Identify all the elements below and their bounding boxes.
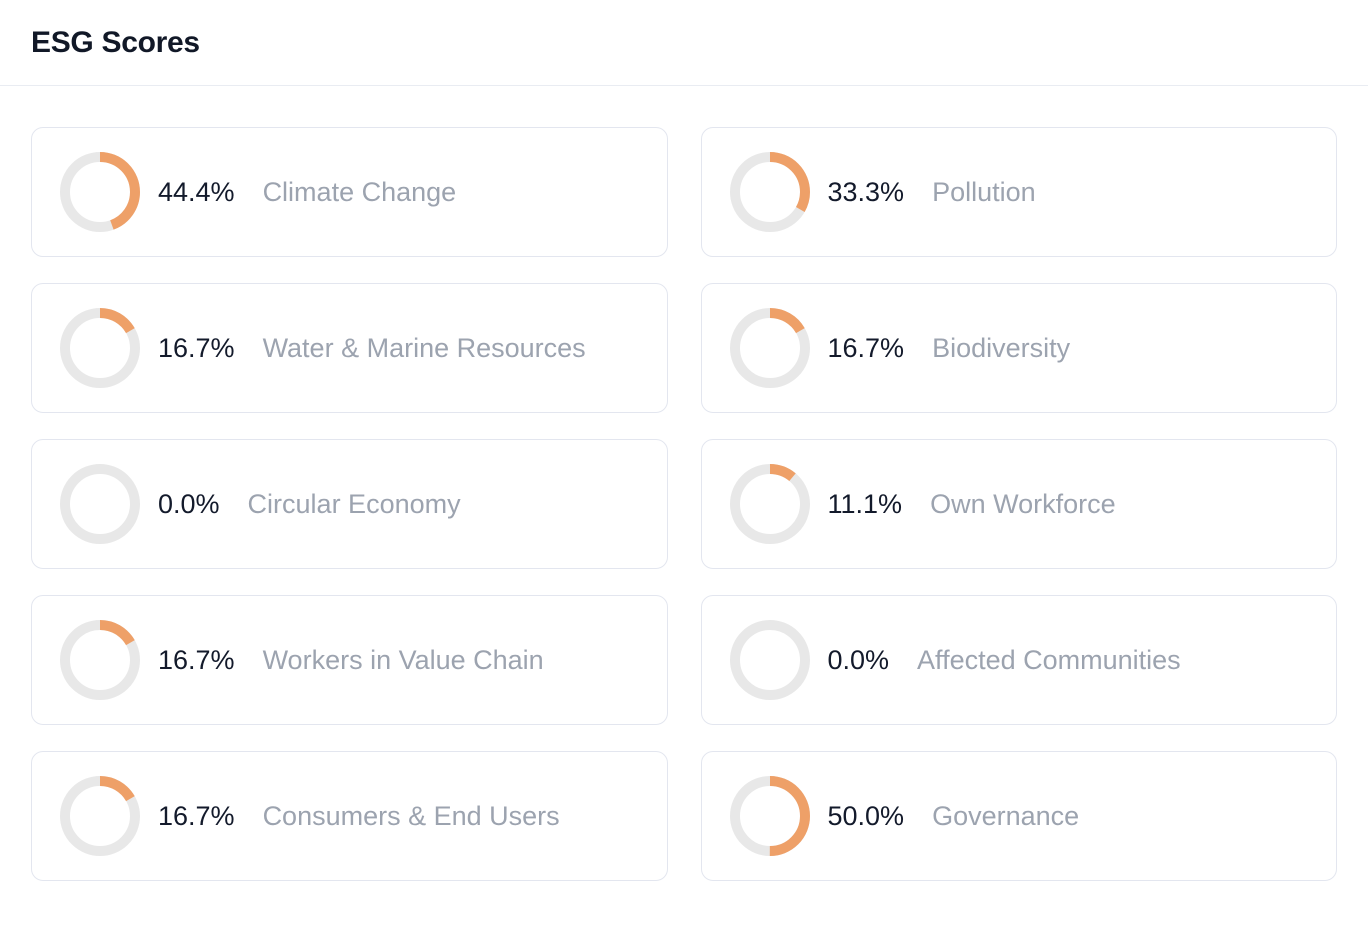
donut-chart-icon xyxy=(60,776,140,856)
score-percent: 16.7% xyxy=(158,800,235,831)
score-percent: 16.7% xyxy=(158,644,235,675)
score-percent: 50.0% xyxy=(827,800,905,831)
score-label: Affected Communities xyxy=(917,644,1181,675)
donut-chart-icon xyxy=(729,152,810,232)
donut-chart-icon xyxy=(729,308,810,388)
score-ring-track xyxy=(60,464,140,544)
score-label: Own Workforce xyxy=(930,488,1116,519)
donut-chart-icon xyxy=(729,620,810,700)
score-card: 16.7% Water & Marine Resources xyxy=(31,283,668,413)
score-arc xyxy=(60,152,140,232)
cards-grid: 44.4% Climate Change 33.3% Pollution 16.… xyxy=(31,127,1337,881)
donut-chart-icon xyxy=(60,308,140,388)
score-card: 11.1% Own Workforce xyxy=(700,439,1337,569)
score-arc xyxy=(729,308,810,388)
score-label: Circular Economy xyxy=(247,488,461,519)
score-card: 16.7% Biodiversity xyxy=(700,283,1337,413)
page-header: ESG Scores xyxy=(0,0,1368,86)
score-card: 44.4% Climate Change xyxy=(31,127,668,257)
score-arc xyxy=(60,308,140,388)
score-label: Pollution xyxy=(932,176,1036,207)
score-percent: 44.4% xyxy=(158,176,235,207)
score-label: Consumers & End Users xyxy=(262,800,560,831)
donut-chart-icon xyxy=(60,620,140,700)
donut-chart-icon xyxy=(60,464,140,544)
donut-chart-icon xyxy=(60,152,140,232)
score-arc xyxy=(60,776,140,856)
score-label: Climate Change xyxy=(262,176,457,207)
donut-chart-icon xyxy=(729,464,810,544)
score-percent: 0.0% xyxy=(827,644,890,675)
donut-chart-icon xyxy=(729,776,810,856)
score-arc xyxy=(60,620,140,700)
score-card: 0.0% Affected Communities xyxy=(700,595,1337,725)
score-ring-track xyxy=(729,620,810,700)
score-ring-track xyxy=(729,464,810,544)
score-percent: 16.7% xyxy=(827,332,905,363)
score-label: Governance xyxy=(932,800,1080,831)
score-percent: 11.1% xyxy=(827,488,903,519)
score-card: 33.3% Pollution xyxy=(700,127,1337,257)
score-arc xyxy=(729,152,810,232)
score-label: Biodiversity xyxy=(932,332,1071,363)
score-card: 50.0% Governance xyxy=(700,751,1337,881)
score-card: 0.0% Circular Economy xyxy=(31,439,668,569)
score-arc xyxy=(729,464,810,544)
score-label: Workers in Value Chain xyxy=(262,644,544,675)
score-card: 16.7% Consumers & End Users xyxy=(31,751,668,881)
page-title: ESG Scores xyxy=(31,26,200,59)
score-percent: 0.0% xyxy=(158,488,220,519)
score-card: 16.7% Workers in Value Chain xyxy=(31,595,668,725)
score-arc xyxy=(729,776,810,856)
score-label: Water & Marine Resources xyxy=(262,332,586,363)
score-percent: 16.7% xyxy=(158,332,235,363)
score-percent: 33.3% xyxy=(827,176,905,207)
